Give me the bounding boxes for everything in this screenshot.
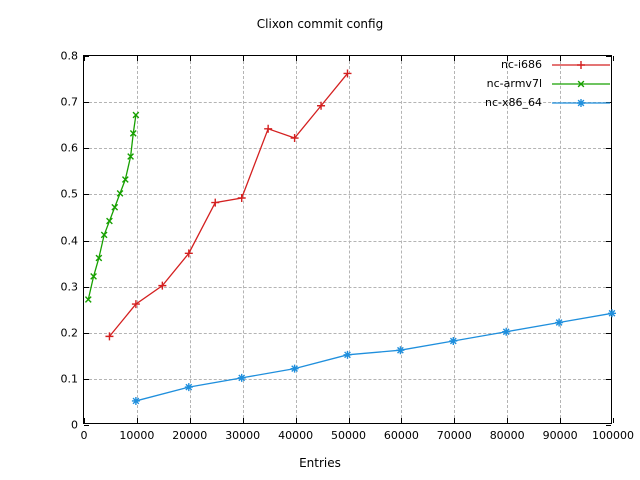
x-tick-label: 70000 [436, 429, 472, 442]
legend-sample-line [550, 96, 612, 110]
x-tick-label: 10000 [119, 429, 155, 442]
x-tick-mark [454, 418, 456, 423]
x-tick-label: 30000 [225, 429, 261, 442]
gridline-horizontal [84, 194, 611, 196]
x-tick-label: 20000 [172, 429, 208, 442]
x-tick-label: 80000 [489, 429, 525, 442]
gridline-vertical [136, 56, 138, 423]
y-tick-mark [84, 102, 89, 104]
y-tick-mark [84, 378, 89, 380]
y-tick-mark [606, 425, 611, 426]
x-tick-mark [401, 418, 403, 423]
y-tick-label: 0.6 [60, 141, 79, 155]
x-tick-mark [242, 418, 244, 423]
y-tick-mark [84, 240, 89, 242]
gridline-vertical [189, 56, 191, 423]
x-tick-mark [560, 418, 562, 423]
y-tick-mark [84, 148, 89, 150]
y-tick-mark [84, 425, 89, 426]
gridline-horizontal [84, 378, 611, 380]
gridline-vertical [454, 56, 456, 423]
gridline-horizontal [84, 240, 611, 242]
y-tick-label: 0.8 [60, 49, 79, 63]
x-tick-mark [84, 56, 85, 61]
x-tick-mark [401, 56, 403, 61]
y-tick-label: 0.2 [60, 326, 79, 340]
x-tick-mark [613, 418, 614, 423]
x-axis-label: Entries [299, 456, 341, 470]
legend-item-nc-x86_64[interactable]: nc-x86_64 [448, 93, 612, 112]
x-tick-mark [507, 56, 509, 61]
gridline-vertical [295, 56, 297, 423]
legend-item-nc-i686[interactable]: nc-i686 [448, 55, 612, 74]
y-tick-label: 0.7 [60, 95, 79, 109]
x-tick-mark [348, 56, 350, 61]
y-tick-mark [606, 378, 611, 380]
x-tick-mark [189, 56, 191, 61]
gridline-vertical [401, 56, 403, 423]
gridline-vertical [560, 56, 562, 423]
y-tick-mark [606, 56, 611, 57]
data-point-marker [577, 80, 585, 87]
x-tick-mark [242, 56, 244, 61]
legend-label: nc-i686 [500, 58, 542, 71]
y-tick-mark [84, 332, 89, 334]
x-tick-mark [295, 418, 297, 423]
legend-item-nc-armv7l[interactable]: nc-armv7l [448, 74, 612, 93]
y-tick-label: 0.3 [60, 280, 79, 294]
x-tick-label: 90000 [542, 429, 578, 442]
y-tick-mark [84, 286, 89, 288]
y-tick-mark [606, 332, 611, 334]
y-tick-mark [606, 240, 611, 242]
x-tick-mark [189, 418, 191, 423]
x-tick-mark [507, 418, 509, 423]
x-tick-mark [84, 418, 85, 423]
gridline-vertical [348, 56, 350, 423]
x-tick-label: 0 [80, 429, 88, 442]
y-tick-mark [606, 148, 611, 150]
legend-sample-line [550, 58, 612, 72]
y-tick-label: 0.5 [60, 187, 79, 201]
chart-title: Clixon commit config [256, 17, 384, 31]
y-tick-label: 0.4 [60, 234, 79, 247]
gridline-horizontal [84, 148, 611, 150]
y-tick-mark [84, 194, 89, 196]
x-tick-mark [454, 56, 456, 61]
x-tick-mark [560, 56, 562, 61]
x-tick-label: 100000 [592, 429, 634, 442]
gridline-vertical [242, 56, 244, 423]
y-tick-mark [606, 194, 611, 196]
chart-legend: nc-i686 nc-armv7l nc-x86_64 [448, 55, 612, 112]
gridline-horizontal [84, 286, 611, 288]
x-tick-mark [295, 56, 297, 61]
legend-sample-line [550, 77, 612, 91]
y-tick-mark [606, 286, 611, 288]
x-tick-label: 60000 [383, 429, 419, 442]
y-tick-label: 0.1 [60, 372, 79, 386]
data-point-marker [577, 98, 585, 107]
data-point-marker [577, 60, 585, 69]
gridline-horizontal [84, 332, 611, 334]
x-tick-mark [348, 418, 350, 423]
legend-label: nc-armv7l [486, 77, 542, 90]
x-tick-label: 50000 [331, 429, 366, 442]
gridline-vertical [507, 56, 509, 423]
y-tick-mark [84, 56, 89, 57]
x-tick-mark [136, 56, 138, 61]
legend-label: nc-x86_64 [485, 96, 542, 109]
x-tick-label: 40000 [278, 429, 314, 442]
x-tick-mark [136, 418, 138, 423]
y-tick-label: 0 [71, 418, 78, 432]
x-tick-mark [613, 56, 614, 61]
